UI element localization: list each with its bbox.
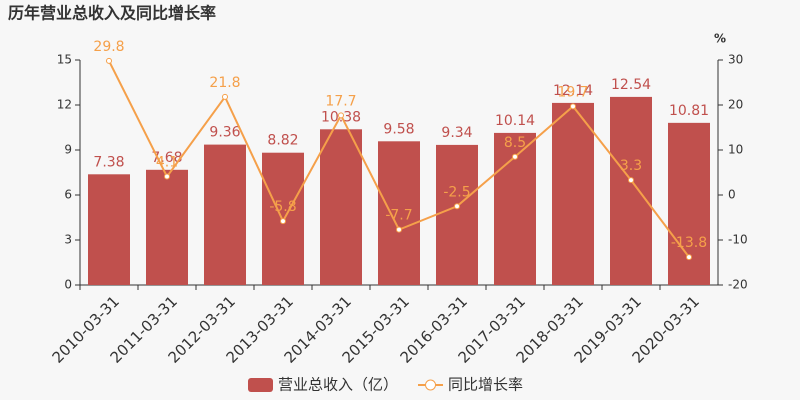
line-value-label: -5.8 [269,199,296,215]
line-value-label: 19.7 [557,84,588,100]
y-tick-label: 12 [57,98,72,112]
legend-swatch [248,378,273,392]
line-value-label: -2.5 [443,184,470,200]
line-value-label: 3.3 [620,158,642,174]
line-point [512,153,518,160]
line-point [222,93,228,100]
legend-label: 同比增长率 [448,376,523,394]
line-point [570,103,576,110]
y-tick-label: 9 [64,143,72,157]
bar-value-label: 12.14 [553,83,593,99]
bar [552,102,594,286]
bar-value-label: 8.82 [267,133,298,149]
y-tick-label: 15 [57,53,72,67]
legend-swatch [425,379,437,391]
y2-tick-label: 30 [728,53,743,67]
bar [610,96,652,286]
line-value-label: 29.8 [93,39,124,55]
line-value-label: -13.8 [671,235,707,251]
line-value-label: -7.7 [385,208,412,224]
y2-tick-label: 0 [728,188,736,202]
bar-value-label: 10.81 [669,103,709,119]
bar [378,141,420,285]
bar [668,122,710,285]
line-point [628,177,634,184]
y2-tick-label: 20 [728,98,743,112]
legend-label: 营业总收入（亿） [278,376,398,394]
y2-tick-label: -10 [728,233,748,247]
bar [436,144,478,285]
bar [204,144,246,285]
bar [146,169,188,285]
bar-value-label: 9.58 [383,121,414,137]
bar-value-label: 9.36 [209,125,240,141]
bar [88,174,130,285]
bar-value-label: 10.14 [495,113,535,129]
line-value-label: 17.7 [325,93,356,109]
line-point [338,112,344,119]
bar-value-label: 7.38 [93,154,124,170]
line-point [280,218,286,225]
y-tick-label: 6 [64,188,72,202]
y2-unit: % [714,32,726,46]
line-value-label: 21.8 [209,75,240,91]
line-point [454,203,460,210]
chart-title: 历年营业总收入及同比增长率 [8,4,216,23]
y-tick-label: 0 [64,278,72,292]
line-value-label: 8.5 [504,135,526,151]
y-tick-label: 3 [64,233,72,247]
y2-tick-label: 10 [728,143,743,157]
y2-tick-label: -20 [728,278,748,292]
line-point [396,226,402,233]
bar [320,129,362,285]
bar-value-label: 9.34 [441,125,472,141]
line-value-label: 4.1 [156,155,178,171]
bar-value-label: 12.54 [611,77,651,93]
line-point [164,173,170,180]
line-point [686,254,692,261]
line-point [106,57,112,64]
